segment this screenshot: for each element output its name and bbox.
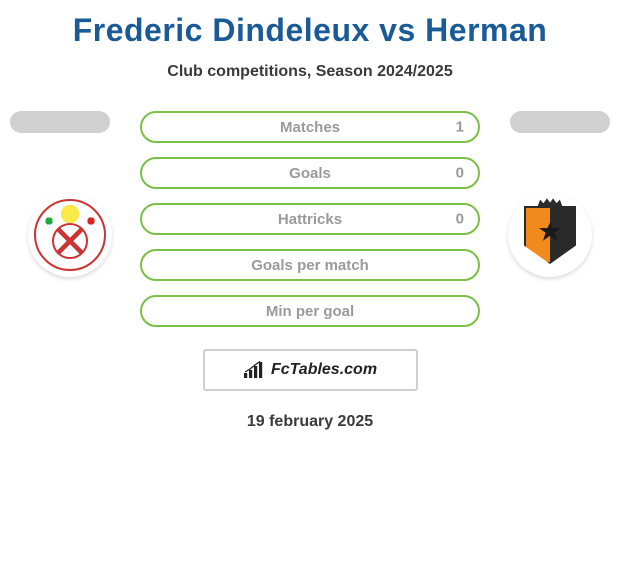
player-avatar-left — [10, 111, 110, 133]
stat-value-right: 0 — [456, 211, 464, 228]
brand-text: FcTables.com — [271, 361, 377, 379]
brand-box[interactable]: FcTables.com — [203, 349, 418, 391]
stat-row-min-per-goal: Min per goal — [140, 295, 480, 327]
player-avatar-right — [510, 111, 610, 133]
club-logo-right-icon — [515, 200, 585, 270]
stat-label: Hattricks — [278, 211, 342, 228]
stat-label: Goals — [289, 165, 331, 182]
stat-value-right: 1 — [456, 119, 464, 136]
stat-label: Min per goal — [266, 303, 354, 320]
stat-row-hattricks: Hattricks 0 — [140, 203, 480, 235]
stat-value-right: 0 — [456, 165, 464, 182]
stat-rows: Matches 1 Goals 0 Hattricks 0 Goals per … — [140, 111, 480, 327]
brand-bars-icon — [243, 361, 265, 379]
stat-label: Goals per match — [251, 257, 369, 274]
stat-row-goals-per-match: Goals per match — [140, 249, 480, 281]
club-badge-left — [28, 193, 112, 277]
stats-area: Matches 1 Goals 0 Hattricks 0 Goals per … — [0, 111, 620, 327]
club-badge-right — [508, 193, 592, 277]
shield-icon — [524, 206, 576, 264]
club-logo-left-icon — [35, 200, 105, 270]
stat-label: Matches — [280, 119, 340, 136]
stat-row-goals: Goals 0 — [140, 157, 480, 189]
page-title: Frederic Dindeleux vs Herman — [73, 12, 548, 49]
infographic-container: Frederic Dindeleux vs Herman Club compet… — [0, 0, 620, 431]
date-text: 19 february 2025 — [247, 413, 373, 431]
subtitle: Club competitions, Season 2024/2025 — [167, 63, 452, 81]
stat-row-matches: Matches 1 — [140, 111, 480, 143]
